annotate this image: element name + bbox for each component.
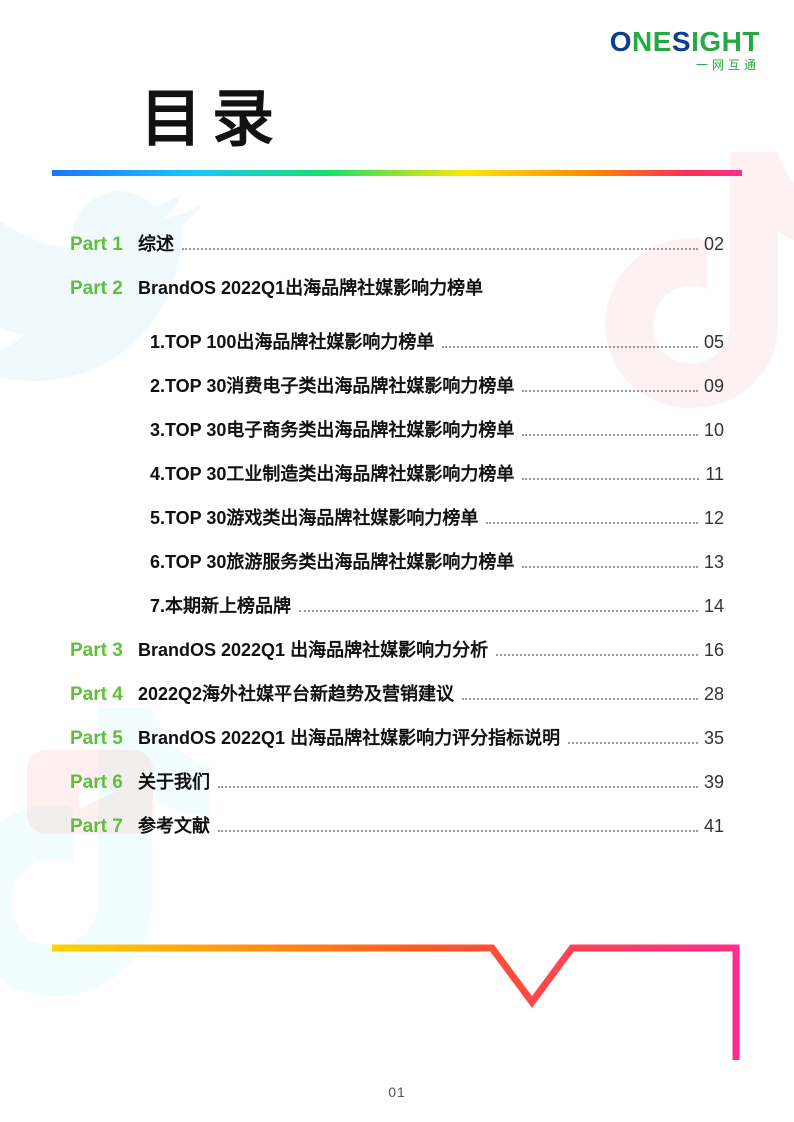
toc-part-label: Part 7 <box>70 816 138 838</box>
toc-part-label: Part 6 <box>70 772 138 794</box>
toc-item: Part 2BrandOS 2022Q1出海品牌社媒影响力榜单 <box>70 274 724 300</box>
toc-subitem: 3.TOP 30电子商务类出海品牌社媒影响力榜单 10 <box>150 416 724 442</box>
toc-leader <box>182 248 698 250</box>
toc-part-label: Part 3 <box>70 640 138 662</box>
toc-part-label: Part 4 <box>70 684 138 706</box>
brand-logo: ONESIGHT 一网互通 <box>610 26 760 73</box>
toc-label: 2022Q2海外社媒平台新趋势及营销建议 <box>138 680 454 706</box>
toc-subitem: 1.TOP 100出海品牌社媒影响力榜单 05 <box>150 328 724 354</box>
page-title: 目录 <box>140 68 284 158</box>
toc-page: 16 <box>704 640 724 661</box>
logo-letter: S <box>672 26 691 57</box>
logo-letter: O <box>610 26 632 57</box>
toc-leader <box>522 390 698 392</box>
toc-subitem: 4.TOP 30工业制造类出海品牌社媒影响力榜单 11 <box>150 460 724 486</box>
toc-label: 5.TOP 30游戏类出海品牌社媒影响力榜单 <box>150 504 478 530</box>
toc-page: 14 <box>704 596 724 617</box>
toc-subitem: 5.TOP 30游戏类出海品牌社媒影响力榜单 12 <box>150 504 724 530</box>
toc-leader <box>496 654 698 656</box>
page-number: 01 <box>0 1084 794 1100</box>
toc-label: 4.TOP 30工业制造类出海品牌社媒影响力榜单 <box>150 460 514 486</box>
toc-leader <box>218 830 698 832</box>
toc-page: 13 <box>704 552 724 573</box>
toc-page: 35 <box>704 728 724 749</box>
toc-label: BrandOS 2022Q1 出海品牌社媒影响力评分指标说明 <box>138 724 560 750</box>
rainbow-divider <box>52 170 742 176</box>
toc-leader <box>522 434 698 436</box>
toc-leader <box>218 786 698 788</box>
toc-item: Part 5BrandOS 2022Q1 出海品牌社媒影响力评分指标说明 35 <box>70 724 724 750</box>
toc-subitem: 7.本期新上榜品牌 14 <box>150 592 724 618</box>
toc-page: 12 <box>704 508 724 529</box>
toc-page: 41 <box>704 816 724 837</box>
toc-leader <box>442 346 698 348</box>
toc-label: 7.本期新上榜品牌 <box>150 592 291 618</box>
table-of-contents: Part 1综述 02 Part 2BrandOS 2022Q1出海品牌社媒影响力榜… <box>70 230 724 856</box>
toc-page: 02 <box>704 234 724 255</box>
toc-label: 2.TOP 30消费电子类出海品牌社媒影响力榜单 <box>150 372 514 398</box>
toc-label: 关于我们 <box>138 768 210 794</box>
toc-item: Part 7参考文献 41 <box>70 812 724 838</box>
speech-bubble-decoration <box>52 942 742 1062</box>
toc-item: Part 6关于我们 39 <box>70 768 724 794</box>
toc-part-label: Part 5 <box>70 728 138 750</box>
brand-logo-subtitle: 一网互通 <box>610 56 760 73</box>
brand-logo-text: ONESIGHT <box>610 26 760 58</box>
toc-part-label: Part 1 <box>70 234 138 256</box>
toc-leader <box>299 610 698 612</box>
toc-label: BrandOS 2022Q1出海品牌社媒影响力榜单 <box>138 274 483 300</box>
toc-leader <box>486 522 698 524</box>
toc-page: 10 <box>704 420 724 441</box>
toc-leader <box>568 742 698 744</box>
toc-label: 1.TOP 100出海品牌社媒影响力榜单 <box>150 328 434 354</box>
toc-label: 参考文献 <box>138 812 210 838</box>
logo-letter: NE <box>632 26 672 57</box>
logo-letter: IGHT <box>691 26 760 57</box>
toc-page: 11 <box>705 464 724 485</box>
toc-item: Part 1综述 02 <box>70 230 724 256</box>
toc-item: Part 42022Q2海外社媒平台新趋势及营销建议 28 <box>70 680 724 706</box>
toc-subitem: 2.TOP 30消费电子类出海品牌社媒影响力榜单 09 <box>150 372 724 398</box>
toc-part-label: Part 2 <box>70 278 138 300</box>
toc-label: BrandOS 2022Q1 出海品牌社媒影响力分析 <box>138 636 488 662</box>
toc-subitem: 6.TOP 30旅游服务类出海品牌社媒影响力榜单 13 <box>150 548 724 574</box>
toc-page: 39 <box>704 772 724 793</box>
toc-item: Part 3BrandOS 2022Q1 出海品牌社媒影响力分析 16 <box>70 636 724 662</box>
toc-page: 28 <box>704 684 724 705</box>
toc-leader <box>522 566 698 568</box>
toc-leader <box>522 478 699 480</box>
toc-label: 6.TOP 30旅游服务类出海品牌社媒影响力榜单 <box>150 548 514 574</box>
toc-label: 综述 <box>138 230 174 256</box>
toc-page: 05 <box>704 332 724 353</box>
toc-leader <box>462 698 698 700</box>
toc-label: 3.TOP 30电子商务类出海品牌社媒影响力榜单 <box>150 416 514 442</box>
toc-page: 09 <box>704 376 724 397</box>
